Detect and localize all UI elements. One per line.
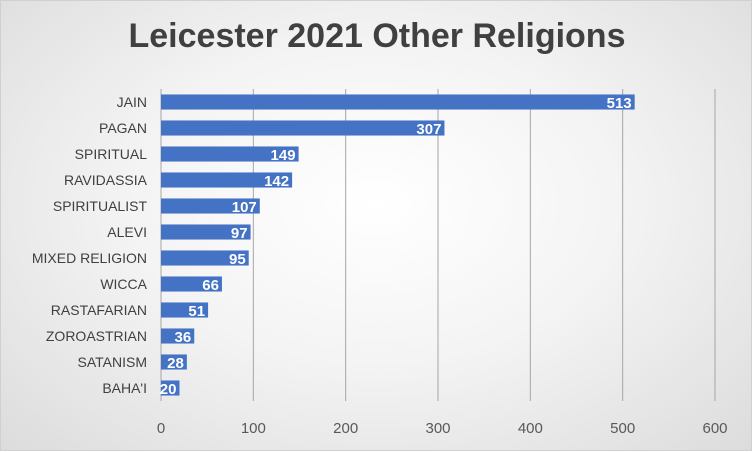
category-label: RAVIDASSIA bbox=[64, 172, 148, 188]
x-tick-label: 600 bbox=[702, 420, 727, 437]
bar bbox=[161, 224, 251, 240]
bar bbox=[161, 250, 249, 266]
bar bbox=[161, 146, 299, 162]
category-label: BAHA'I bbox=[102, 380, 147, 396]
category-label: PAGAN bbox=[99, 120, 147, 136]
x-tick-label: 100 bbox=[241, 420, 266, 437]
bar bbox=[161, 198, 260, 214]
bar bbox=[161, 94, 635, 110]
category-label: WICCA bbox=[100, 276, 147, 292]
bar bbox=[161, 120, 445, 136]
chart-title: Leicester 2021 Other Religions bbox=[128, 17, 626, 55]
bar bbox=[161, 380, 180, 396]
bar bbox=[161, 276, 222, 292]
category-label: RASTAFARIAN bbox=[51, 302, 147, 318]
bar bbox=[161, 302, 209, 318]
category-label: JAIN bbox=[117, 94, 147, 110]
data-label: 28 bbox=[167, 355, 184, 372]
data-label: 107 bbox=[232, 199, 257, 216]
data-label: 142 bbox=[264, 173, 289, 190]
data-label: 20 bbox=[160, 381, 177, 398]
data-label: 51 bbox=[188, 303, 205, 320]
category-label: ZOROASTRIAN bbox=[46, 328, 147, 344]
data-label: 149 bbox=[271, 147, 296, 164]
data-label: 97 bbox=[231, 225, 248, 242]
data-label: 513 bbox=[607, 95, 632, 112]
x-tick-label: 200 bbox=[333, 420, 358, 437]
x-tick-label: 300 bbox=[425, 420, 450, 437]
data-label: 95 bbox=[229, 251, 246, 268]
category-label: ALEVI bbox=[107, 224, 147, 240]
category-label: MIXED RELIGION bbox=[32, 250, 147, 266]
bar bbox=[161, 354, 187, 370]
bar bbox=[161, 328, 195, 344]
x-tick-label: 500 bbox=[610, 420, 635, 437]
category-label: SATANISM bbox=[78, 354, 148, 370]
category-label: SPIRITUALIST bbox=[53, 198, 148, 214]
x-tick-label: 400 bbox=[518, 420, 543, 437]
x-tick-label: 0 bbox=[157, 420, 165, 437]
data-label: 36 bbox=[175, 329, 192, 346]
data-label: 307 bbox=[416, 121, 441, 138]
data-label: 66 bbox=[202, 277, 219, 294]
category-label: SPIRITUAL bbox=[75, 146, 148, 162]
bar bbox=[161, 172, 293, 188]
